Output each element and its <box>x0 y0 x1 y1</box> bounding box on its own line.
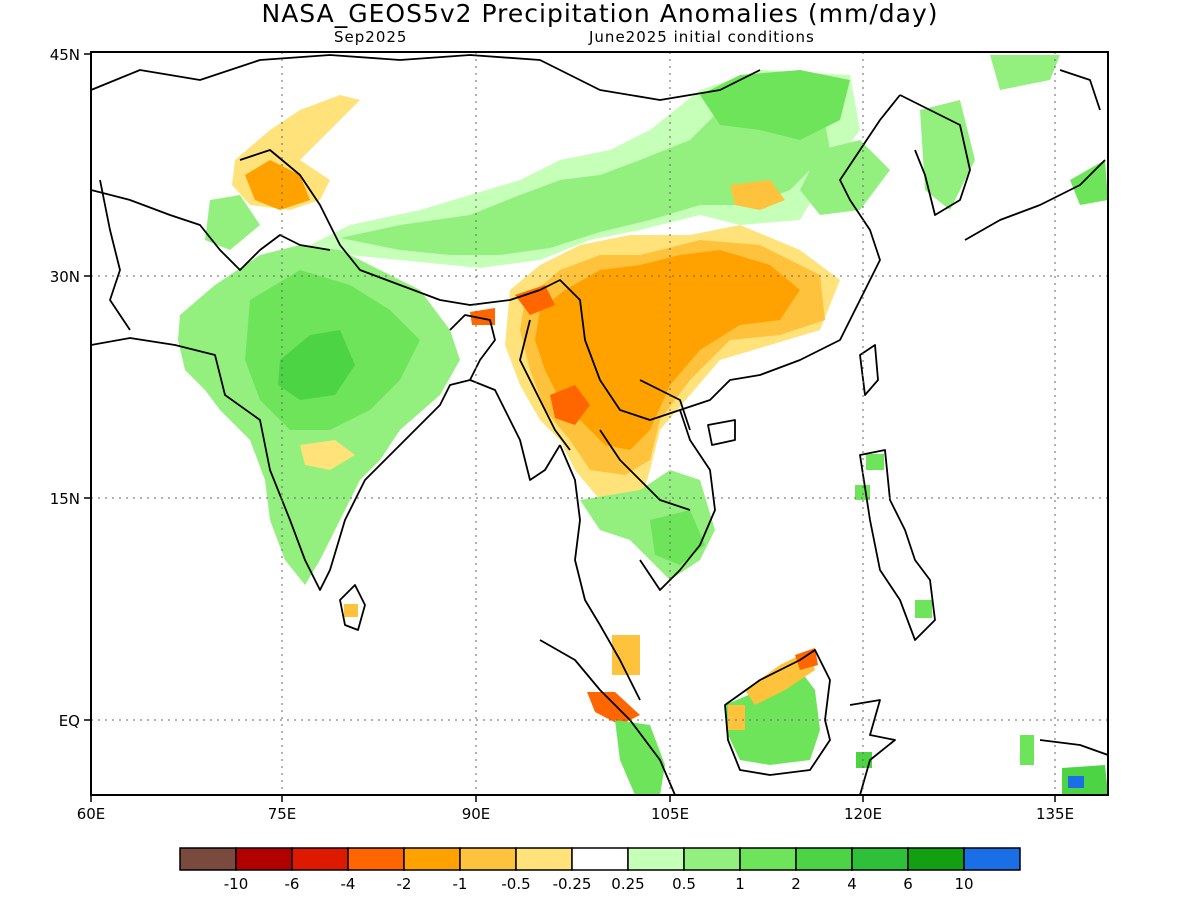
colorbar-swatch <box>515 847 573 871</box>
lon-label-90e: 90E <box>462 805 491 823</box>
anomaly-region-afghanistan <box>205 195 260 250</box>
anomaly-region-deccan-dry <box>300 440 355 470</box>
border-thailand-laos <box>599 429 691 511</box>
colorbar-label: -0.25 <box>553 875 592 893</box>
border-himalaya <box>239 149 681 421</box>
colorbar-label: 1 <box>735 875 745 893</box>
lon-label-120e: 120E <box>844 805 882 823</box>
colorbar-label: 10 <box>954 875 973 893</box>
coastline-sumatra <box>539 639 676 795</box>
lon-label-60e: 60E <box>77 805 106 823</box>
anomaly-region-laos <box>535 250 800 450</box>
colorbar-swatch <box>403 847 461 871</box>
initial-conditions-label: June2025 initial conditions <box>589 28 815 46</box>
colorbar-swatch <box>851 847 909 871</box>
coastline-taiwan <box>859 344 879 396</box>
border-bangladesh <box>449 314 496 381</box>
coastline-india <box>91 337 561 591</box>
colorbar-label: -6 <box>285 875 300 893</box>
latitude-labels: 45N 30N 15N EQ <box>50 46 80 730</box>
lat-label-15n: 15N <box>50 490 80 508</box>
anomaly-region-kashmir-core <box>245 160 310 210</box>
anomaly-region-borneo <box>725 670 820 765</box>
longitude-labels: 60E 75E 90E 105E 120E 135E <box>77 805 1074 823</box>
colorbar-label: -2 <box>397 875 412 893</box>
colorbar-swatch <box>179 847 237 871</box>
coastline-indochina <box>559 94 901 701</box>
anomaly-region-mindanao <box>915 600 932 618</box>
colorbar-swatch <box>571 847 629 871</box>
anomaly-region-northwest-borneo <box>745 650 815 705</box>
colorbar-label: -4 <box>341 875 356 893</box>
anomaly-region-sumatra <box>587 692 640 725</box>
coastline-korea <box>899 94 971 216</box>
coastline-sulawesi <box>849 699 896 795</box>
colorbar-swatch <box>627 847 685 871</box>
anomaly-shading <box>178 55 1108 795</box>
colorbar-label: 0.25 <box>611 875 644 893</box>
lat-label-45n: 45N <box>50 46 80 64</box>
coastlines <box>91 54 1108 795</box>
lon-label-75e: 75E <box>268 805 297 823</box>
anomaly-region-central-india-core <box>278 330 355 400</box>
colorbar-swatch <box>459 847 517 871</box>
anomaly-region-west-borneo <box>728 705 745 730</box>
colorbar-label: 0.5 <box>672 875 696 893</box>
lon-label-135e: 135E <box>1036 805 1074 823</box>
anomaly-region-shandong <box>730 180 785 210</box>
colorbar-swatch <box>235 847 293 871</box>
colorbar-swatch <box>347 847 405 871</box>
coastline-sri-lanka <box>339 584 366 631</box>
colorbar-swatch <box>739 847 797 871</box>
anomaly-region-west-china <box>340 90 830 255</box>
anomaly-region-cambodia <box>650 510 705 565</box>
coastline-philippines <box>859 449 936 641</box>
anomaly-region-myanmar-core <box>550 385 590 425</box>
anomaly-region-luzon <box>866 454 884 470</box>
colorbar-label: 2 <box>791 875 801 893</box>
map-title: NASA_GEOS5v2 Precipitation Anomalies (mm… <box>261 0 939 28</box>
coastline-hainan <box>707 419 736 446</box>
coastline-borneo <box>724 649 831 776</box>
colorbar-swatch <box>683 847 741 871</box>
colorbar-labels: -10 -6 -4 -2 -1 -0.5 -0.25 0.25 0.5 1 2 4 6 10 <box>224 875 974 893</box>
colorbar-swatch <box>907 847 965 871</box>
border-china-north <box>91 54 761 101</box>
colorbar-label: -10 <box>224 875 249 893</box>
map-frame <box>90 51 1109 796</box>
colorbar-label: -1 <box>453 875 468 893</box>
anomaly-region-sri-lanka <box>344 604 358 617</box>
anomaly-region-halmahera <box>1020 735 1034 765</box>
coastline-new-guinea <box>1039 739 1108 756</box>
anomaly-region-sabah <box>795 648 818 670</box>
anomaly-region-honshu <box>1070 160 1108 205</box>
anomaly-region-north-china <box>700 70 850 140</box>
colorbar-swatch <box>291 847 349 871</box>
colorbar-label: 4 <box>847 875 857 893</box>
border-iran <box>99 179 131 331</box>
colorbar-label: 6 <box>903 875 913 893</box>
anomaly-region-malay-peninsula <box>612 635 640 675</box>
anomaly-region-new-guinea-max <box>1068 776 1084 788</box>
valid-month-label: Sep2025 <box>334 28 408 46</box>
colorbar-swatch <box>963 847 1021 871</box>
colorbar-swatch <box>795 847 853 871</box>
colorbar <box>179 847 1021 871</box>
gridlines <box>91 52 1108 795</box>
lon-label-105e: 105E <box>651 805 689 823</box>
border-myanmar <box>519 319 571 451</box>
anomaly-region-japan <box>990 55 1060 90</box>
colorbar-label: -0.5 <box>501 875 530 893</box>
lat-label-eq: EQ <box>59 712 80 730</box>
lat-label-30n: 30N <box>50 268 80 286</box>
border-pakistan <box>91 189 331 271</box>
tick-marks <box>84 53 1056 802</box>
coastline-japan <box>964 69 1106 241</box>
anomaly-region-bhutan <box>515 285 555 315</box>
anomaly-region-sumatra-south <box>615 720 665 795</box>
map-field <box>91 52 1108 795</box>
anomaly-region-northeast-china <box>800 140 890 215</box>
